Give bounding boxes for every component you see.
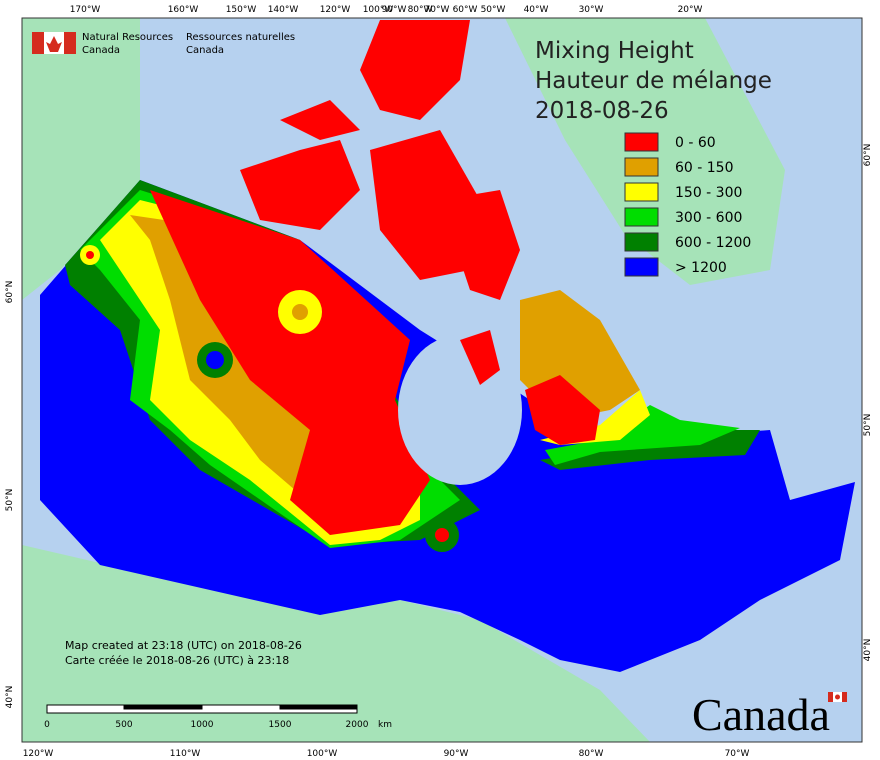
- org-en: Natural Resources: [82, 32, 173, 43]
- graticule-label: 60°N: [5, 281, 15, 304]
- scale-label: 0: [44, 720, 50, 730]
- arctic-islands: [240, 20, 520, 385]
- graticule-label: 70°W: [725, 749, 750, 759]
- legend-label: 150 - 300: [675, 185, 742, 201]
- legend-label: 300 - 600: [675, 210, 742, 226]
- legend-swatch: [624, 257, 659, 277]
- canada-fields: [40, 180, 855, 672]
- graticule-label: 80°W: [408, 5, 433, 15]
- legend-label: 60 - 150: [675, 160, 734, 176]
- legend-swatch: [624, 207, 659, 227]
- title: Mixing Height: [535, 38, 694, 64]
- graticule-label: 120°W: [320, 5, 351, 15]
- note: Carte créée le 2018-08-26 (UTC) à 23:18: [65, 654, 289, 667]
- graticule-label: 50°N: [863, 414, 873, 437]
- scale-label: 1000: [191, 720, 214, 730]
- graticule-label: 120°W: [23, 749, 54, 759]
- wordmark: Canada: [692, 689, 830, 740]
- graticule-label: 50°W: [481, 5, 506, 15]
- legend-swatch: [624, 232, 659, 252]
- graticule-label: 60°W: [453, 5, 478, 15]
- legend-swatch: [624, 132, 659, 152]
- title: 2018-08-26: [535, 98, 669, 124]
- graticule-label: 90°W: [444, 749, 469, 759]
- scale-label: km: [378, 720, 392, 730]
- legend-swatch: [624, 182, 659, 202]
- org-fr: Ressources naturelles: [186, 32, 295, 43]
- graticule-label: 100°W: [363, 5, 394, 15]
- note: Map created at 23:18 (UTC) on 2018-08-26: [65, 639, 302, 652]
- scale-label: 500: [115, 720, 132, 730]
- scale-label: 2000: [346, 720, 369, 730]
- legend-label: 600 - 1200: [675, 235, 751, 251]
- map-frame: [21, 17, 863, 743]
- org-fr: Canada: [186, 45, 224, 56]
- graticule-label: 170°W: [70, 5, 101, 15]
- graticule-label: 50°N: [5, 489, 15, 512]
- wordmark-flag: [828, 692, 847, 702]
- graticule-label: 20°W: [678, 5, 703, 15]
- graticule-label: 140°W: [268, 5, 299, 15]
- graticule-label: 90°W: [382, 5, 407, 15]
- graticule-label: 40°N: [5, 686, 15, 709]
- logo: [32, 32, 76, 54]
- scale-bar: [46, 704, 358, 714]
- graticule-label: 80°W: [579, 749, 604, 759]
- graticule-label: 40°N: [863, 639, 873, 662]
- scale-label: 1500: [269, 720, 292, 730]
- legend-label: > 1200: [675, 260, 727, 276]
- graticule-label: 60°N: [863, 144, 873, 167]
- graticule-label: 70°W: [425, 5, 450, 15]
- legend-swatch: [624, 157, 659, 177]
- graticule-label: 110°W: [170, 749, 201, 759]
- hudson-bay: [398, 335, 522, 485]
- org-en: Canada: [82, 45, 120, 56]
- graticule-label: 160°W: [168, 5, 199, 15]
- graticule-label: 150°W: [226, 5, 257, 15]
- title: Hauteur de mélange: [535, 68, 772, 94]
- graticule-label: 100°W: [307, 749, 338, 759]
- graticule-label: 30°W: [579, 5, 604, 15]
- graticule-label: 40°W: [524, 5, 549, 15]
- legend-label: 0 - 60: [675, 135, 716, 151]
